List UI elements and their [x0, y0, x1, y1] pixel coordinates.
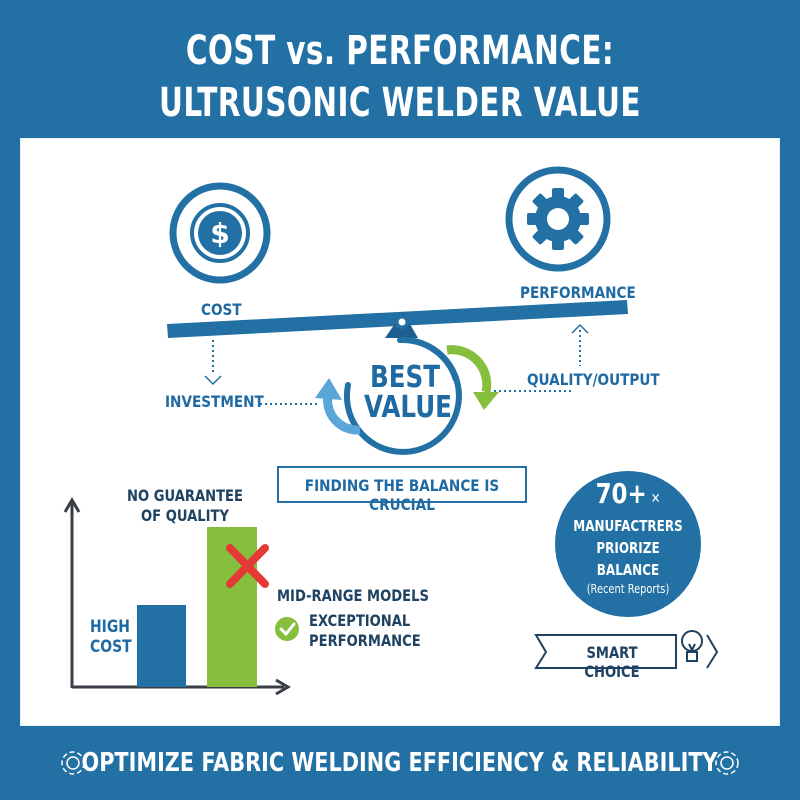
high-cost-line2: COST — [90, 637, 132, 657]
title-line-1: COST vs. PERFORMANCE: — [185, 28, 615, 74]
gear-icon-left — [61, 751, 85, 775]
gear-icon — [505, 166, 611, 272]
stat-text: 70+ ✕ MANUFACTRERS PRIORIZE BALANCE (Rec… — [555, 478, 701, 597]
title-line-2: ULTRUSONIC WELDER VALUE — [159, 80, 641, 126]
footer-tagline: OPTIMIZE FABRIC WELDING EFFICIENCY & REL… — [0, 748, 800, 778]
smart-choice-label: SMART CHOICE — [584, 643, 640, 681]
stat-line3: BALANCE — [596, 561, 660, 579]
x-mark-icon — [226, 544, 269, 588]
stat-line4: (Recent Reports) — [586, 582, 670, 596]
no-guarantee-line2: OF QUALITY — [141, 506, 229, 525]
dollar-coin-icon: $ — [169, 182, 271, 284]
balance-banner-text: FINDING THE BALANCE IS CRUCIAL — [304, 476, 500, 514]
investment-label: INVESTMENT — [165, 392, 264, 411]
check-circle-icon — [275, 617, 299, 641]
quality-output-label: QUALITY/OUTPUT — [527, 370, 660, 389]
midrange-line1: EXCEPTIONAL — [309, 611, 411, 630]
midrange-line2: PERFORMANCE — [309, 631, 421, 650]
midrange-title: MID-RANGE MODELS — [277, 586, 429, 605]
high-cost-line1: HIGH — [90, 617, 130, 637]
stat-line1: MANUFACTRERS — [573, 517, 683, 535]
stat-circle — [555, 471, 701, 617]
bar-high-cost — [137, 605, 186, 687]
no-guarantee-line1: NO GUARANTEE — [126, 486, 243, 505]
best-value-line1: BEST — [369, 360, 441, 395]
best-value-line2: VALUE — [364, 390, 452, 425]
smart-choice-ribbon — [534, 634, 677, 669]
gear-icon-right — [715, 751, 739, 775]
tools-icon: ✕ — [646, 491, 661, 507]
stat-value: 70+ — [595, 477, 647, 510]
cost-label: COST — [201, 300, 242, 319]
balance-banner-box — [277, 466, 527, 503]
footer-text: OPTIMIZE FABRIC WELDING EFFICIENCY & REL… — [81, 748, 719, 778]
stat-line2: PRIORIZE — [596, 539, 660, 557]
svg-text:$: $ — [210, 217, 229, 250]
lightbulb-icon — [681, 630, 703, 662]
performance-label: PERFORMANCE — [520, 283, 636, 302]
